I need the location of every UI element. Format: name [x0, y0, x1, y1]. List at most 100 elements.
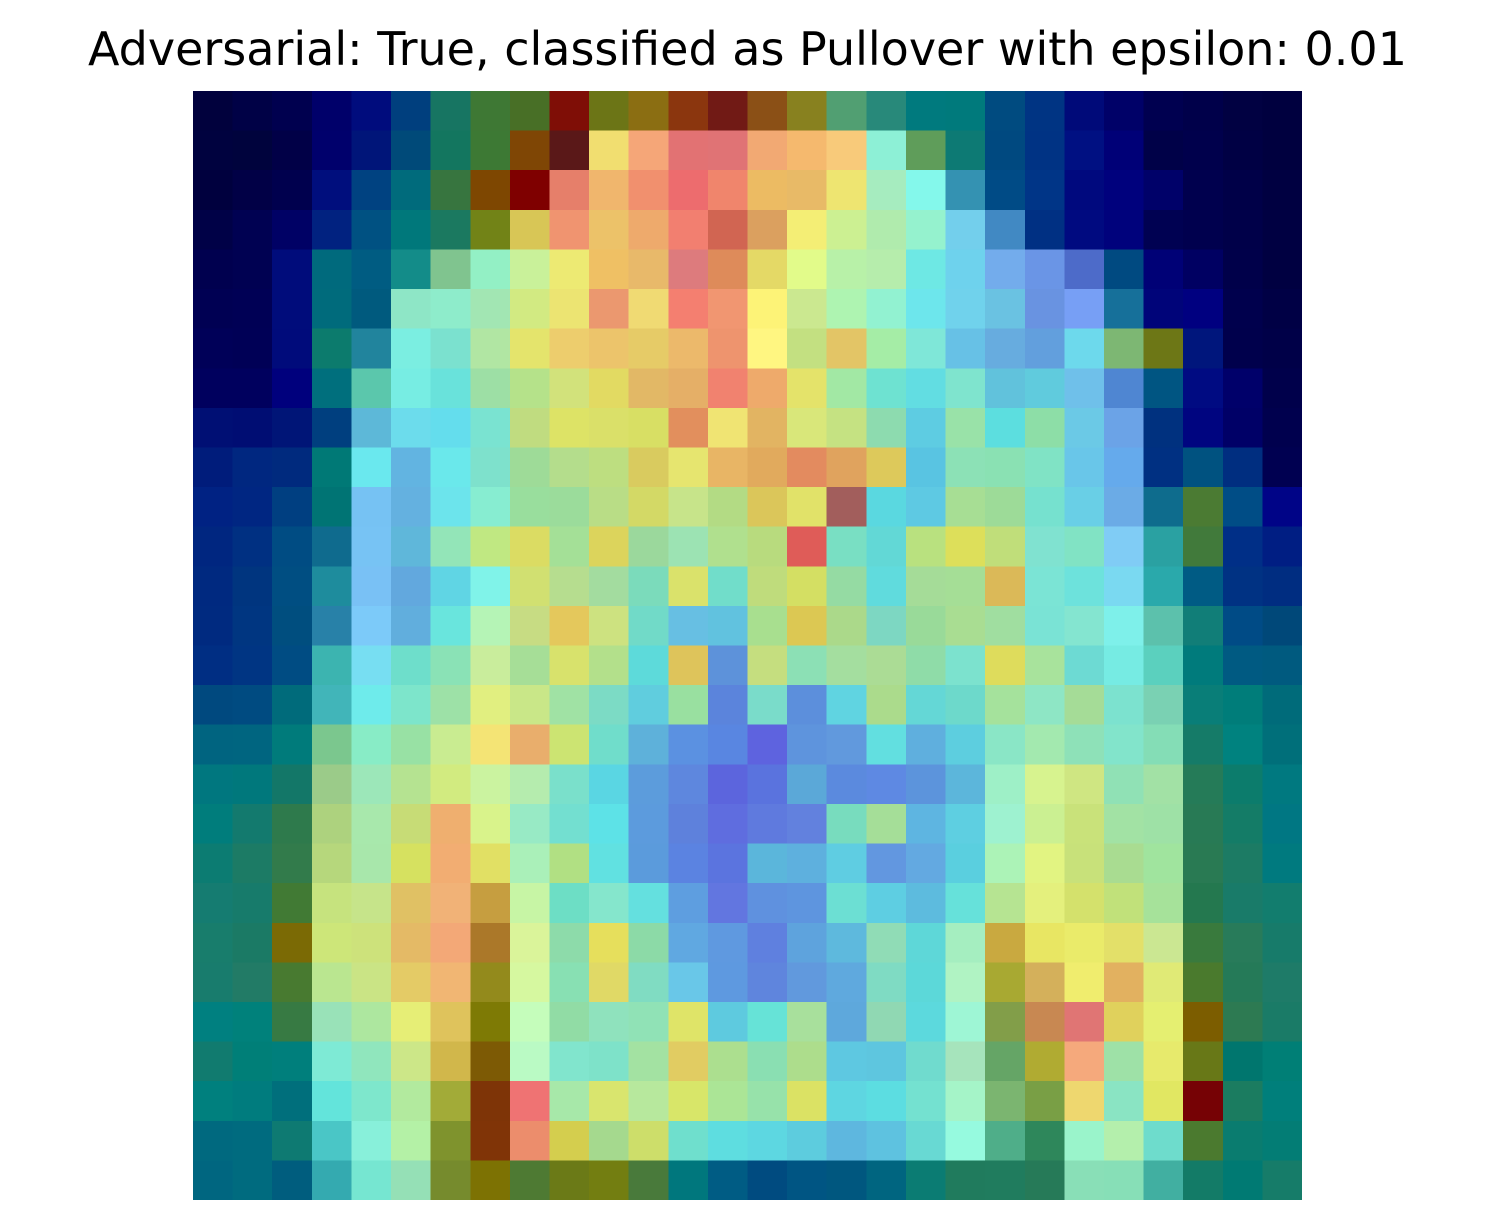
- heatmap-cell: [1064, 368, 1105, 409]
- heatmap-cell: [430, 605, 471, 647]
- heatmap-cell: [1143, 1120, 1184, 1161]
- heatmap-cell: [1183, 566, 1224, 607]
- heatmap-cell: [1262, 487, 1302, 528]
- heatmap-cell: [1024, 1001, 1065, 1043]
- heatmap-cell: [945, 724, 986, 765]
- heatmap-cell: [272, 1041, 313, 1082]
- heatmap-cell: [707, 130, 749, 171]
- heatmap-cell: [470, 407, 511, 449]
- heatmap-cell: [1262, 724, 1302, 765]
- heatmap-cell: [826, 843, 867, 884]
- heatmap-cell: [707, 91, 749, 132]
- heatmap-cell: [945, 1120, 986, 1161]
- heatmap-cell: [509, 883, 551, 924]
- heatmap-cell: [549, 130, 590, 171]
- heatmap-cell: [945, 328, 986, 369]
- heatmap-cell: [628, 566, 669, 607]
- heatmap-cell: [351, 1120, 392, 1161]
- heatmap-cell: [1222, 605, 1263, 647]
- heatmap-cell: [351, 91, 392, 132]
- heatmap-cell: [351, 724, 392, 765]
- heatmap-cell: [1103, 962, 1145, 1003]
- heatmap-cell: [945, 922, 986, 963]
- heatmap-cell: [945, 1160, 986, 1200]
- heatmap-cell: [549, 962, 590, 1003]
- heatmap-cell: [668, 328, 709, 369]
- heatmap-cell: [232, 1160, 273, 1200]
- heatmap-cell: [549, 1041, 590, 1082]
- heatmap-cell: [1103, 1160, 1145, 1200]
- heatmap-cell: [1262, 407, 1302, 449]
- heatmap-cell: [1222, 685, 1263, 726]
- heatmap-cell: [905, 368, 947, 409]
- heatmap-cell: [1222, 724, 1263, 765]
- heatmap-cell: [589, 1001, 630, 1043]
- heatmap-cell: [707, 487, 749, 528]
- heatmap-cell: [985, 1160, 1026, 1200]
- heatmap-cell: [1064, 526, 1105, 567]
- heatmap-cell: [589, 328, 630, 369]
- heatmap-cell: [866, 605, 907, 647]
- heatmap-cell: [311, 209, 353, 251]
- heatmap-cell: [589, 645, 630, 686]
- heatmap-cell: [707, 526, 749, 567]
- heatmap-cell: [866, 843, 907, 884]
- heatmap-cell: [747, 1081, 788, 1122]
- heatmap-cell: [1183, 328, 1224, 369]
- heatmap-cell: [589, 170, 630, 211]
- heatmap-cell: [747, 91, 788, 132]
- heatmap-cell: [826, 1120, 867, 1161]
- heatmap-cell: [787, 487, 828, 528]
- heatmap-cell: [866, 447, 907, 488]
- heatmap-cell: [1222, 566, 1263, 607]
- heatmap-cell: [351, 1081, 392, 1122]
- heatmap-cell: [826, 605, 867, 647]
- heatmap-cell: [1222, 91, 1263, 132]
- heatmap-cell: [232, 328, 273, 369]
- heatmap-cell: [866, 962, 907, 1003]
- heatmap-cell: [628, 91, 669, 132]
- heatmap-cell: [1103, 566, 1145, 607]
- heatmap-cell: [826, 922, 867, 963]
- heatmap-cell: [1143, 1041, 1184, 1082]
- heatmap-cell: [1064, 843, 1105, 884]
- heatmap-cell: [351, 605, 392, 647]
- heatmap-cell: [470, 803, 511, 845]
- heatmap-cell: [905, 1120, 947, 1161]
- heatmap-cell: [1143, 328, 1184, 369]
- heatmap-cell: [985, 724, 1026, 765]
- heatmap-cell: [747, 883, 788, 924]
- heatmap-cell: [668, 1120, 709, 1161]
- heatmap-cell: [1222, 1041, 1263, 1082]
- heatmap-cell: [985, 91, 1026, 132]
- heatmap-cell: [470, 170, 511, 211]
- heatmap-cell: [628, 130, 669, 171]
- heatmap-cell: [985, 447, 1026, 488]
- heatmap-cell: [905, 1041, 947, 1082]
- heatmap-cell: [1262, 566, 1302, 607]
- heatmap-cell: [589, 803, 630, 845]
- heatmap-cell: [787, 962, 828, 1003]
- heatmap-cell: [1103, 130, 1145, 171]
- heatmap-cell: [1103, 447, 1145, 488]
- heatmap-cell: [193, 249, 234, 290]
- heatmap-cell: [866, 1041, 907, 1082]
- heatmap-cell: [311, 526, 353, 567]
- heatmap-cell: [311, 1041, 353, 1082]
- heatmap-cell: [826, 328, 867, 369]
- heatmap-cell: [1222, 130, 1263, 171]
- heatmap-cell: [470, 487, 511, 528]
- heatmap-cell: [826, 685, 867, 726]
- heatmap-cell: [351, 803, 392, 845]
- heatmap-cell: [826, 645, 867, 686]
- heatmap-cell: [232, 962, 273, 1003]
- heatmap-cell: [787, 724, 828, 765]
- heatmap-cell: [905, 724, 947, 765]
- heatmap-cell: [1143, 843, 1184, 884]
- heatmap-cell: [1262, 883, 1302, 924]
- heatmap-cell: [707, 724, 749, 765]
- heatmap-cell: [1064, 1120, 1105, 1161]
- heatmap-cell: [1103, 685, 1145, 726]
- heatmap-cell: [193, 1041, 234, 1082]
- heatmap-cell: [272, 685, 313, 726]
